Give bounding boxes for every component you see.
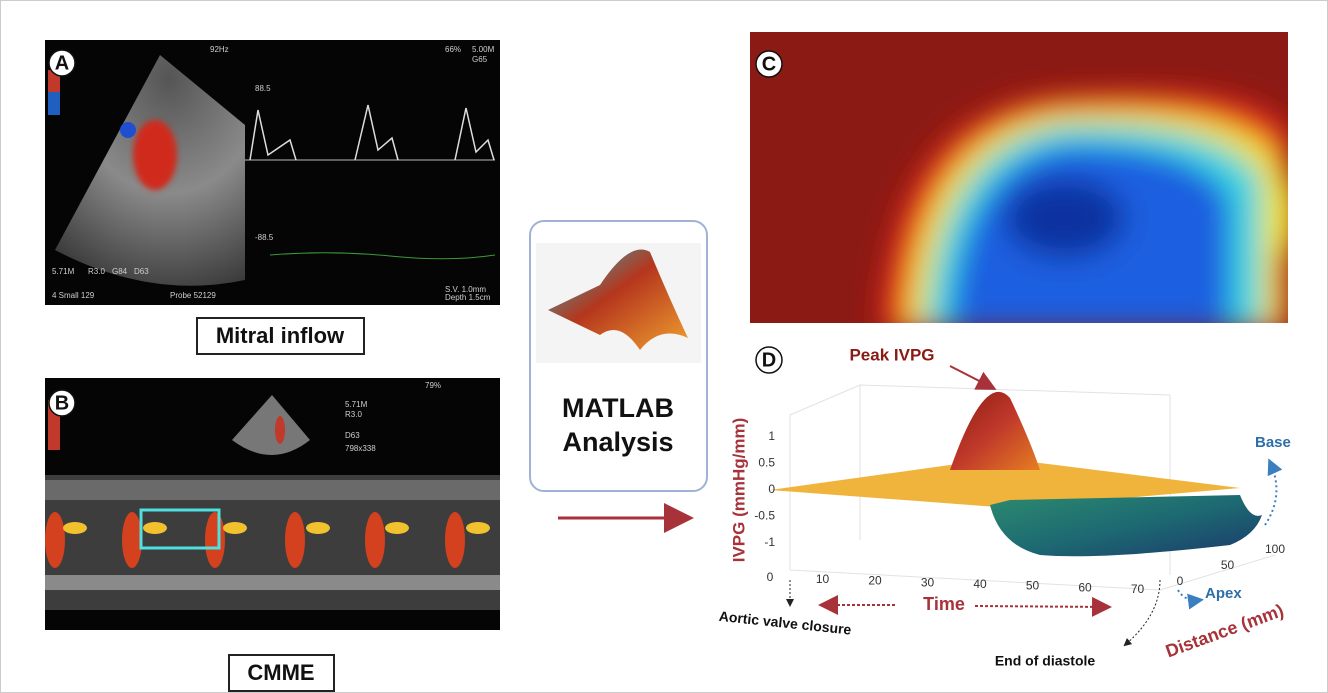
surface-plane <box>770 458 1240 508</box>
ecg-trace <box>269 252 496 260</box>
panel-label: Mitral inflow <box>216 323 345 348</box>
box-label: Analysis <box>562 427 673 457</box>
overlay-text: 79% <box>425 381 441 390</box>
panel-marker <box>755 346 783 374</box>
overlay-text: 92Hz <box>210 45 229 54</box>
annotation: End of diastole <box>995 653 1096 669</box>
axis-label: IVPG (mmHg/mm) <box>729 418 748 563</box>
overlay-text: 4 Small 129 <box>52 291 95 300</box>
overlay-text: 5.71M <box>345 400 368 409</box>
annotation-arrow <box>949 365 997 390</box>
z-tick-label: -1 <box>764 535 775 549</box>
measurement-box <box>139 508 221 550</box>
label-box <box>228 654 335 692</box>
overlay-text: G84 <box>112 267 128 276</box>
flow-yellow <box>63 522 490 534</box>
time-tick-label: 0 <box>767 570 774 584</box>
flow-streaks <box>45 512 465 568</box>
axis-label: Time <box>923 594 965 614</box>
plot-box <box>789 384 1276 591</box>
panel-letter: D <box>762 349 776 371</box>
overlay-text: D63 <box>345 431 360 440</box>
panel-marker <box>48 389 76 417</box>
label-box <box>196 317 365 355</box>
matlab-box: MATLAB Analysis <box>529 220 708 492</box>
color-flow <box>120 122 136 138</box>
z-tick-label: -0.5 <box>754 509 775 523</box>
overlay-text: R3.0 <box>345 410 362 419</box>
distance-tick-label: 50 <box>1221 558 1235 572</box>
z-tick-label: 1 <box>768 429 775 443</box>
time-tick-label: 30 <box>921 575 935 589</box>
annotation: Base <box>1255 434 1291 451</box>
overlay-text: D63 <box>134 267 149 276</box>
distance-tick-label: 0 <box>1177 574 1184 588</box>
annotation-arrow <box>1264 458 1283 526</box>
color-flow <box>133 120 177 190</box>
overlay-text: 798x338 <box>345 444 376 453</box>
overlay-text: R3.0 <box>88 267 105 276</box>
panel-letter: B <box>55 392 69 414</box>
time-tick-label: 40 <box>973 577 987 591</box>
doppler-wave <box>249 104 495 161</box>
overlay-text: G65 <box>472 55 488 64</box>
annotation: Peak IVPG <box>849 345 934 364</box>
time-tick-label: 20 <box>868 574 882 588</box>
overlay-text: -88.5 <box>255 233 274 242</box>
m-mode-band <box>45 480 500 500</box>
m-mode-band <box>45 575 500 590</box>
time-tick-label: 70 <box>1131 582 1145 596</box>
panel-c: C <box>750 32 1288 323</box>
time-tick-label: 50 <box>1026 579 1040 593</box>
annotation: Apex <box>1205 585 1242 602</box>
z-tick-label: 0.5 <box>758 456 775 470</box>
matlab-logo <box>548 249 688 350</box>
z-tick-label: 0 <box>768 482 775 496</box>
surface-peak <box>950 391 1040 470</box>
panel-label: CMME <box>247 660 314 685</box>
sector-scan <box>232 395 310 455</box>
box-label: MATLAB <box>562 393 674 423</box>
surface-trough <box>990 495 1262 557</box>
panel-letter: C <box>762 53 776 75</box>
overlay-text: 5.00M <box>472 45 495 54</box>
time-arrow <box>974 596 1112 617</box>
overlay-text: 66% <box>445 45 461 54</box>
panel-marker <box>755 50 783 78</box>
panel-letter: A <box>55 52 69 74</box>
time-tick-label: 60 <box>1078 580 1092 594</box>
overlay-text: 88.5 <box>255 84 271 93</box>
color-scale <box>48 92 60 115</box>
overlay-text: 5.71M <box>52 267 75 276</box>
overlay-text: S.V. 1.0mm <box>445 285 486 294</box>
overlay-text: Depth 1.5cm <box>445 293 491 302</box>
time-tick-label: 10 <box>816 572 830 586</box>
overlay-text: Probe 52129 <box>170 291 216 300</box>
distance-tick-label: 100 <box>1265 542 1285 556</box>
color-flow <box>275 416 285 444</box>
panel-marker <box>48 49 76 77</box>
